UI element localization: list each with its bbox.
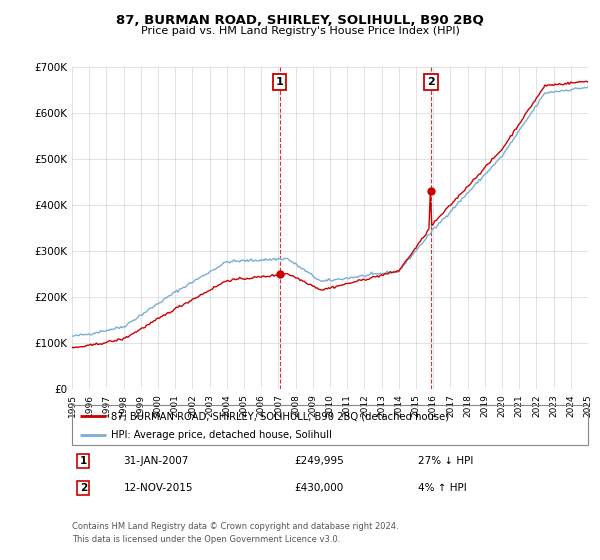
Text: 2: 2 [427,77,435,87]
Text: HPI: Average price, detached house, Solihull: HPI: Average price, detached house, Soli… [110,430,332,440]
Text: 31-JAN-2007: 31-JAN-2007 [124,456,189,466]
Text: £430,000: £430,000 [294,483,343,493]
Text: 1: 1 [80,456,87,466]
Text: 1: 1 [276,77,284,87]
Text: 12-NOV-2015: 12-NOV-2015 [124,483,193,493]
Text: 2: 2 [80,483,87,493]
Text: Price paid vs. HM Land Registry's House Price Index (HPI): Price paid vs. HM Land Registry's House … [140,26,460,36]
Text: 27% ↓ HPI: 27% ↓ HPI [418,456,473,466]
Text: 87, BURMAN ROAD, SHIRLEY, SOLIHULL, B90 2BQ (detached house): 87, BURMAN ROAD, SHIRLEY, SOLIHULL, B90 … [110,411,449,421]
Text: 4% ↑ HPI: 4% ↑ HPI [418,483,466,493]
Text: 87, BURMAN ROAD, SHIRLEY, SOLIHULL, B90 2BQ: 87, BURMAN ROAD, SHIRLEY, SOLIHULL, B90 … [116,14,484,27]
Text: Contains HM Land Registry data © Crown copyright and database right 2024.: Contains HM Land Registry data © Crown c… [72,522,398,531]
Text: £249,995: £249,995 [294,456,344,466]
Text: This data is licensed under the Open Government Licence v3.0.: This data is licensed under the Open Gov… [72,534,340,544]
